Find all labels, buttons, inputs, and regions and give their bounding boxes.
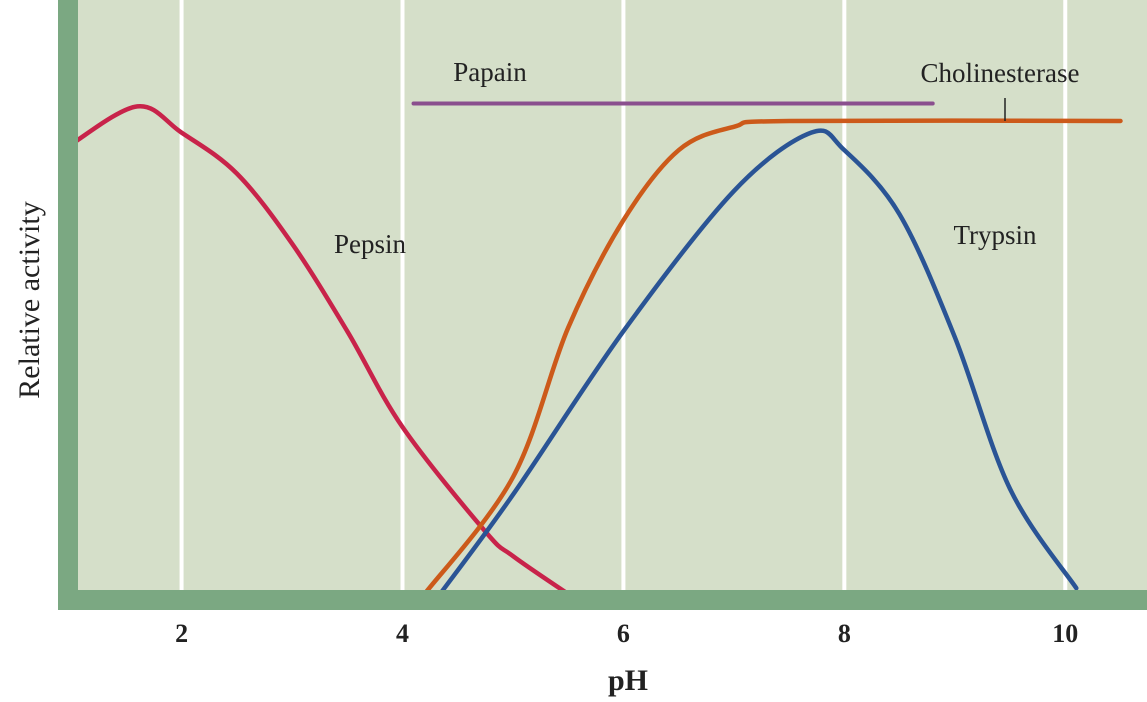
series-label: Trypsin [953,220,1037,250]
x-tick-label: 10 [1052,619,1078,648]
series-label: Papain [453,57,527,87]
x-axis-label: pH [608,664,648,697]
series-label: Cholinesterase [921,58,1080,88]
x-tick-label: 2 [175,619,188,648]
series-line [437,128,1079,597]
x-tick-label: 6 [617,619,630,648]
series-label: Pepsin [334,229,407,259]
x-tick-label: 4 [396,619,409,648]
x-axis-bar [58,590,1147,610]
plot-background [78,0,1147,590]
x-tick-label: 8 [838,619,851,648]
series-line [422,118,1123,597]
series-line [68,104,571,597]
y-axis-label: Relative activity [13,201,46,398]
y-axis-bar [58,0,78,610]
